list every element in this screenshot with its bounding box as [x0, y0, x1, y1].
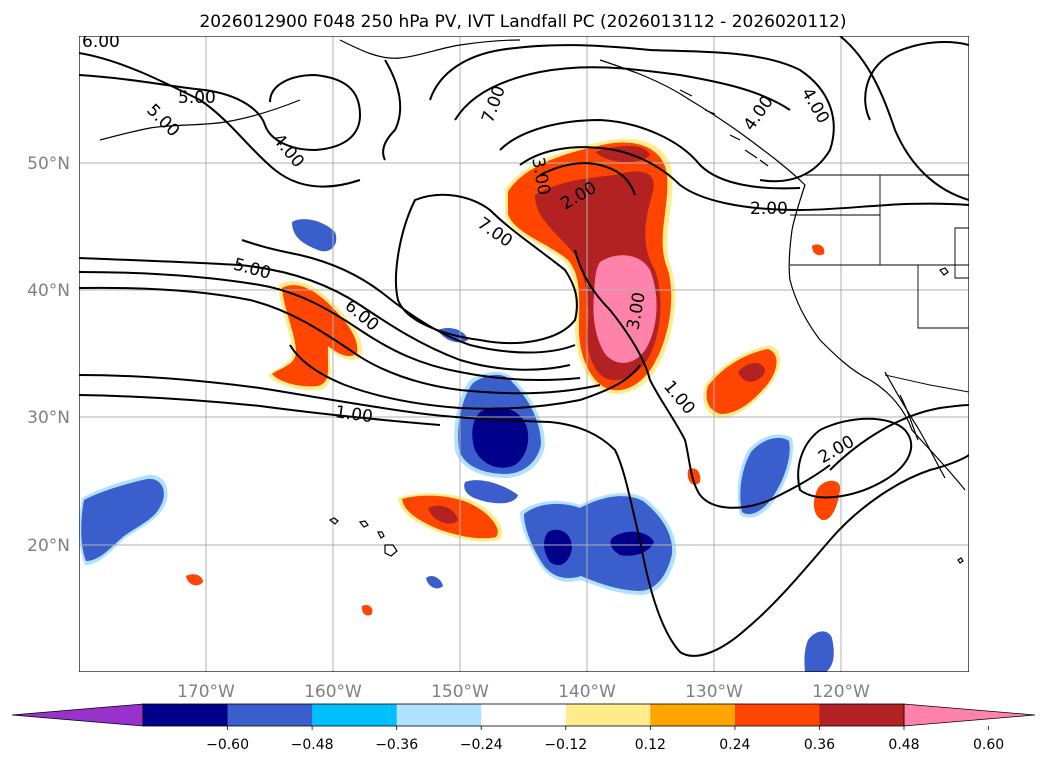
ivt-positive-small-2: [186, 574, 203, 586]
lon-tick-label: 140°W: [558, 682, 616, 702]
lon-tick-label: 120°W: [812, 682, 870, 702]
coastlines: [99, 39, 966, 564]
colorbar-segment: [734, 704, 820, 726]
us-mexico-border: [884, 374, 969, 393]
aleutians: [99, 99, 301, 141]
lat-tick-label: 30°N: [27, 408, 70, 428]
contour-line: [829, 404, 969, 471]
contour-line: [839, 36, 969, 201]
colorbar-tick-label: −0.36: [375, 737, 418, 753]
colorbar-frame: [142, 703, 905, 727]
ivt-positive-plume-pink: [593, 255, 657, 363]
ivt-negative-mid: [464, 480, 518, 504]
ivt-shading: [79, 138, 841, 672]
north-america-coast: [599, 59, 966, 491]
small-island-1: [939, 267, 949, 276]
colorbar: −0.60 −0.48 −0.36 −0.24 −0.12 0.12 0.24 0.36 0.4…: [11, 703, 1036, 753]
map-panel: 6.00 5.00 5.00 4.00 7.00 3.00 2.00 7.00 …: [79, 32, 969, 672]
colorbar-tick-label: 0.24: [719, 737, 750, 753]
colorbar-tick-label: 0.48: [888, 737, 919, 753]
contour-line: [574, 249, 831, 509]
colorbar-segment: [565, 704, 651, 726]
contour-label: 5.00: [178, 88, 216, 108]
contour-label: 6.00: [82, 32, 120, 52]
colorbar-segment: [396, 704, 482, 726]
colorbar-extend-low: [11, 703, 144, 727]
contour-line: [539, 162, 636, 196]
colorbar-segment: [650, 704, 736, 726]
ivt-negative-east-blue: [740, 437, 790, 515]
contour-line: [864, 41, 969, 121]
lon-tick-label: 170°W: [177, 682, 235, 702]
us-state-lines: [790, 175, 969, 329]
ivt-positive-south-1-red: [428, 505, 458, 524]
contour-line: [79, 52, 361, 188]
contour-line: [382, 59, 402, 161]
contour-line: [79, 374, 969, 657]
longitude-labels: 170°W 160°W 150°W 140°W 130°W 120°W: [177, 682, 870, 702]
colorbar-segment: [143, 704, 229, 726]
contour-line: [241, 239, 576, 354]
ivt-positive-small-3: [361, 604, 373, 616]
colorbar-tick-label: 0.36: [804, 737, 835, 753]
hawaii: [328, 517, 398, 557]
colorbar-segment: [819, 704, 905, 726]
gridlines: [79, 36, 969, 672]
colorbar-tick-label: −0.60: [206, 737, 249, 753]
ivt-negative-south-dark-1: [544, 529, 572, 566]
contour-line: [289, 344, 641, 410]
ivt-positive-west-orange: [272, 285, 358, 387]
contour-line: [454, 66, 791, 121]
contour-line: [79, 394, 441, 426]
lat-tick-label: 20°N: [27, 536, 70, 556]
ivt-negative-north: [292, 219, 337, 252]
lon-tick-label: 150°W: [431, 682, 489, 702]
ivt-negative-central-dark: [472, 407, 529, 468]
ivt-negative-south-dark-2: [610, 531, 654, 556]
contour-label: 2.00: [750, 199, 788, 219]
colorbar-segment: [312, 704, 398, 726]
figure-title: 2026012900 F048 250 hPa PV, IVT Landfall…: [199, 12, 846, 32]
colorbar-tick-label: 0.12: [635, 737, 666, 753]
colorbar-segment: [227, 704, 313, 726]
bc-islands: [679, 89, 769, 167]
contour-line: [79, 73, 362, 152]
contour-line: [79, 257, 571, 371]
contour-line: [429, 44, 835, 183]
contour-line: [519, 146, 969, 212]
colorbar-tick-label: 0.60: [973, 737, 1004, 753]
lat-tick-label: 50°N: [27, 154, 70, 174]
colorbar-tick-label: −0.12: [544, 737, 587, 753]
lon-tick-label: 130°W: [685, 682, 743, 702]
political-borders: [790, 174, 969, 393]
contour-line: [79, 271, 581, 381]
pv-contours: [79, 36, 969, 657]
colorbar-tick-label: −0.48: [291, 737, 334, 753]
ivt-positive-east-red: [738, 363, 765, 382]
map-background: [79, 36, 969, 672]
ivt-positive-se: [813, 480, 841, 521]
alaska-coast: [339, 39, 521, 59]
lon-tick-label: 160°W: [304, 682, 362, 702]
contour-line: [79, 286, 601, 395]
contour-line: [499, 118, 801, 190]
ivt-positive-small-4: [812, 244, 825, 256]
lat-tick-label: 40°N: [27, 281, 70, 301]
colorbar-tick-label: −0.24: [460, 737, 503, 753]
colorbar-extend-high: [903, 703, 1036, 727]
latitude-labels: 50°N 40°N 30°N 20°N: [27, 154, 70, 556]
contour-line: [797, 417, 913, 499]
small-island-2: [957, 557, 964, 564]
contour-line: [395, 193, 578, 345]
ivt-negative-small-2: [426, 575, 443, 589]
ivt-negative-west-blue: [81, 478, 164, 561]
ivt-negative-small-3: [804, 631, 834, 672]
colorbar-segment: [481, 704, 567, 726]
